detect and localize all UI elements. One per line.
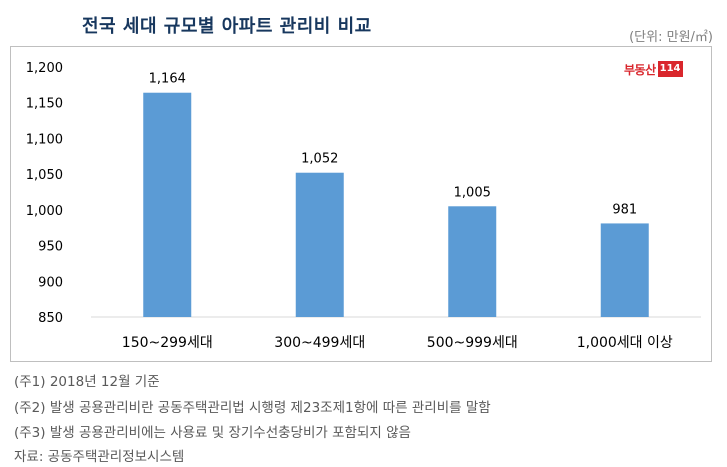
- brand-logo: 부동산 114: [624, 60, 683, 78]
- y-tick-label: 1,100: [26, 132, 63, 147]
- y-tick-label: 900: [38, 275, 63, 290]
- x-category-label: 500~999세대: [427, 335, 518, 351]
- bar-chart: 850 900 950 1,000 1,050 1,100 1,150 1,200 1,164 1…: [26, 61, 701, 351]
- data-label: 981: [612, 202, 637, 217]
- data-label: 1,052: [301, 152, 338, 167]
- brand-logo-text: 부동산: [624, 62, 656, 77]
- unit-label: (단위: 만원/㎡): [629, 30, 713, 45]
- x-category-label: 150~299세대: [122, 335, 213, 351]
- bar: [448, 206, 497, 317]
- note-2: (주2) 발생 공용관리비란 공동주택관리법 시행령 제23조제1항에 따른 관…: [14, 400, 491, 416]
- y-tick-label: 1,050: [26, 168, 63, 183]
- bar: [295, 172, 344, 317]
- y-tick-label: 850: [38, 311, 63, 326]
- chart-title: 전국 세대 규모별 아파트 관리비 비교: [82, 16, 372, 37]
- note-3: (주3) 발생 공용관리비에는 사용료 및 장기수선충당비가 포함되지 않음: [14, 425, 411, 441]
- bar: [600, 223, 649, 317]
- y-tick-label: 1,150: [26, 97, 63, 112]
- y-tick-label: 950: [38, 240, 63, 255]
- brand-logo-number: 114: [657, 61, 683, 77]
- source-note: 자료: 공동주택관리정보시스템: [14, 449, 185, 465]
- y-tick-label: 1,200: [26, 61, 63, 76]
- note-1: (주1) 2018년 12월 기준: [14, 374, 160, 390]
- y-tick-label: 1,000: [26, 204, 63, 219]
- data-label: 1,164: [149, 72, 186, 87]
- x-category-label: 1,000세대 이상: [577, 335, 673, 351]
- chart-frame: 850 900 950 1,000 1,050 1,100 1,150 1,200 1,164 1…: [10, 46, 712, 362]
- x-category-label: 300~499세대: [274, 335, 365, 351]
- bar: [143, 92, 192, 317]
- data-label: 1,005: [454, 185, 491, 200]
